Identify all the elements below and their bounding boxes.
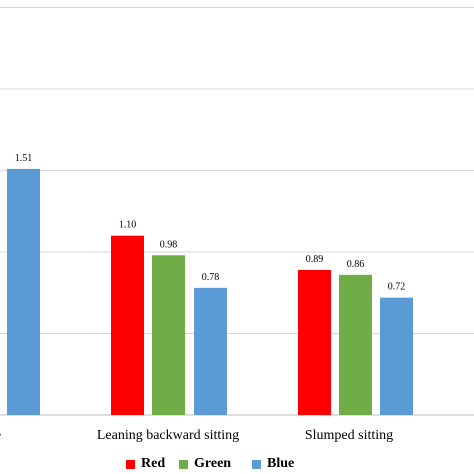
- bar-red-2: [298, 269, 331, 415]
- data-label-red-2: 0.89: [306, 254, 324, 265]
- legend-swatch-green: [179, 459, 188, 469]
- bar-blue-2: [380, 297, 413, 415]
- data-label-red-1: 1.10: [119, 220, 137, 231]
- legend-label-green: Green: [194, 456, 232, 471]
- category-label-0: e: [0, 428, 1, 443]
- data-label-blue-0: 1.51: [15, 153, 33, 164]
- data-label-blue-2: 0.72: [388, 282, 406, 293]
- category-label-1: Leaning backward sitting: [97, 428, 239, 443]
- data-label-green-1: 0.98: [160, 239, 178, 250]
- bar-blue-1: [194, 287, 227, 415]
- legend-item-blue: Blue: [252, 456, 294, 472]
- bar-green-1: [152, 255, 185, 415]
- legend-swatch-red: [126, 459, 135, 469]
- legend-swatch-blue: [252, 459, 261, 469]
- data-label-green-2: 0.86: [347, 259, 365, 270]
- bar-green-2: [339, 274, 372, 415]
- legend-label-red: Red: [141, 456, 166, 471]
- bar-red-1: [111, 235, 144, 415]
- data-label-blue-1: 0.78: [202, 272, 220, 283]
- bar-blue-0: [7, 168, 40, 415]
- legend: Red Green Blue: [0, 456, 474, 474]
- legend-item-green: Green: [179, 456, 231, 472]
- category-label-2: Slumped sitting: [305, 428, 393, 443]
- legend-item-red: Red: [126, 456, 165, 472]
- legend-label-blue: Blue: [267, 456, 295, 471]
